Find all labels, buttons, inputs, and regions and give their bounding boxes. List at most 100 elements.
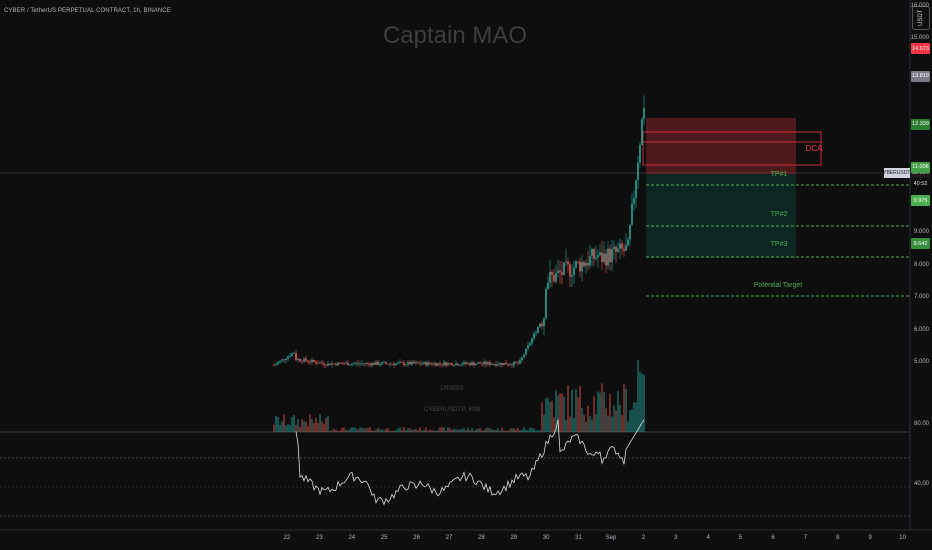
volume-bar bbox=[489, 428, 491, 432]
volume-bar bbox=[443, 427, 445, 432]
volume-bar bbox=[603, 391, 605, 432]
volume-bar bbox=[605, 408, 607, 432]
volume-bar bbox=[463, 428, 465, 432]
candle-body bbox=[625, 245, 627, 251]
volume-bar bbox=[393, 430, 395, 432]
volume-bar bbox=[445, 430, 447, 432]
candle-body bbox=[411, 361, 413, 365]
candle-body bbox=[537, 327, 539, 333]
candle-body bbox=[391, 363, 393, 365]
volume-bar bbox=[363, 428, 365, 432]
date-tick: 23 bbox=[316, 535, 323, 541]
candle-body bbox=[497, 364, 499, 366]
volume-bar bbox=[381, 429, 383, 432]
price-axis[interactable]: 17.00016.00015.0009.0008.0007.0006.0005.… bbox=[910, 0, 932, 530]
price-level-label: 8.642 bbox=[911, 238, 930, 250]
price-tick: 7.000 bbox=[913, 294, 929, 301]
candle-body bbox=[593, 248, 595, 259]
candle-body bbox=[501, 363, 503, 366]
date-tick: 22 bbox=[283, 535, 291, 541]
candle-body bbox=[607, 248, 609, 266]
volume-bar bbox=[491, 429, 493, 432]
volume-bar bbox=[355, 428, 357, 432]
candle-body bbox=[287, 356, 289, 359]
price-tick: 5.000 bbox=[913, 359, 929, 365]
volume-bar bbox=[305, 421, 307, 432]
candle-body bbox=[305, 358, 307, 361]
volume-bar bbox=[519, 430, 521, 432]
volume-bar bbox=[533, 428, 535, 432]
potential-target-label: Potential Target bbox=[753, 282, 803, 289]
candle-body bbox=[363, 363, 365, 365]
volume-bar bbox=[559, 393, 561, 432]
bar-countdown: 40:52 bbox=[913, 181, 928, 187]
candle-body bbox=[563, 262, 565, 275]
candle-body bbox=[531, 338, 533, 344]
candle-body bbox=[573, 267, 575, 276]
candle-body bbox=[561, 272, 563, 275]
candle-body bbox=[417, 362, 419, 364]
date-tick: 27 bbox=[445, 535, 453, 541]
candle-body bbox=[285, 358, 287, 361]
volume-bar bbox=[327, 416, 329, 432]
volume-bar bbox=[557, 395, 559, 432]
volume-bar bbox=[611, 416, 613, 432]
volume-bar bbox=[551, 400, 553, 432]
candle-body bbox=[489, 362, 491, 365]
volume-bar bbox=[479, 427, 481, 432]
volume-bar bbox=[313, 422, 315, 432]
volume-bar bbox=[555, 390, 557, 432]
volume-bar bbox=[427, 430, 429, 432]
volume-bar bbox=[419, 427, 421, 432]
date-axis[interactable]: 22 23 24 25 26 27 28 29 30 31 Sep 2 3 4 5 6 7 8 9 10 bbox=[0, 530, 910, 550]
candle-body bbox=[609, 248, 611, 263]
candle-body bbox=[555, 272, 557, 282]
volume-bar bbox=[487, 427, 489, 432]
candle-body bbox=[507, 364, 509, 366]
volume-bar bbox=[329, 430, 331, 432]
volume-bar bbox=[395, 430, 397, 432]
volume-bar bbox=[429, 429, 431, 432]
date-tick: 31 bbox=[575, 535, 582, 541]
candle-body bbox=[467, 363, 469, 364]
candle-body bbox=[331, 363, 333, 365]
symbol-title[interactable]: CYBER / TetherUS PERPETUAL CONTRACT, 1h,… bbox=[4, 8, 171, 14]
candle-body bbox=[547, 282, 549, 289]
candle-body bbox=[319, 362, 321, 364]
volume-bar bbox=[425, 427, 427, 432]
volume-bar bbox=[619, 405, 621, 432]
volume-bar bbox=[501, 427, 503, 432]
candle-body bbox=[295, 352, 297, 360]
candle-body bbox=[447, 363, 449, 366]
volume-bar bbox=[543, 414, 545, 432]
date-tick: Sep bbox=[605, 535, 617, 541]
volume-bar bbox=[315, 417, 317, 432]
candle-body bbox=[541, 323, 543, 327]
date-tick: 4 bbox=[706, 535, 710, 541]
volume-bar bbox=[349, 428, 351, 432]
candle-body bbox=[637, 162, 639, 181]
candle-body bbox=[479, 362, 481, 364]
volume-bar bbox=[497, 428, 499, 432]
volume-bar bbox=[567, 385, 569, 432]
candle-body bbox=[539, 323, 541, 328]
volume-bar bbox=[389, 430, 391, 432]
volume-bar bbox=[273, 424, 275, 432]
volume-bar bbox=[321, 421, 323, 432]
candle-body bbox=[307, 360, 309, 362]
candle-body bbox=[283, 359, 285, 361]
candle-body bbox=[327, 363, 329, 366]
dca-box bbox=[642, 131, 822, 166]
candle-body bbox=[381, 362, 383, 365]
date-tick: 6 bbox=[771, 535, 775, 541]
watermark-ticker: CYBERUSDT.P, 60M bbox=[424, 407, 481, 413]
candle-body bbox=[641, 119, 643, 145]
volume-bar bbox=[499, 430, 501, 432]
volume-bar bbox=[449, 428, 451, 432]
candle-body bbox=[549, 271, 551, 283]
volume-bar bbox=[371, 430, 373, 432]
volume-bar bbox=[437, 429, 439, 432]
volume-bar bbox=[531, 427, 533, 432]
